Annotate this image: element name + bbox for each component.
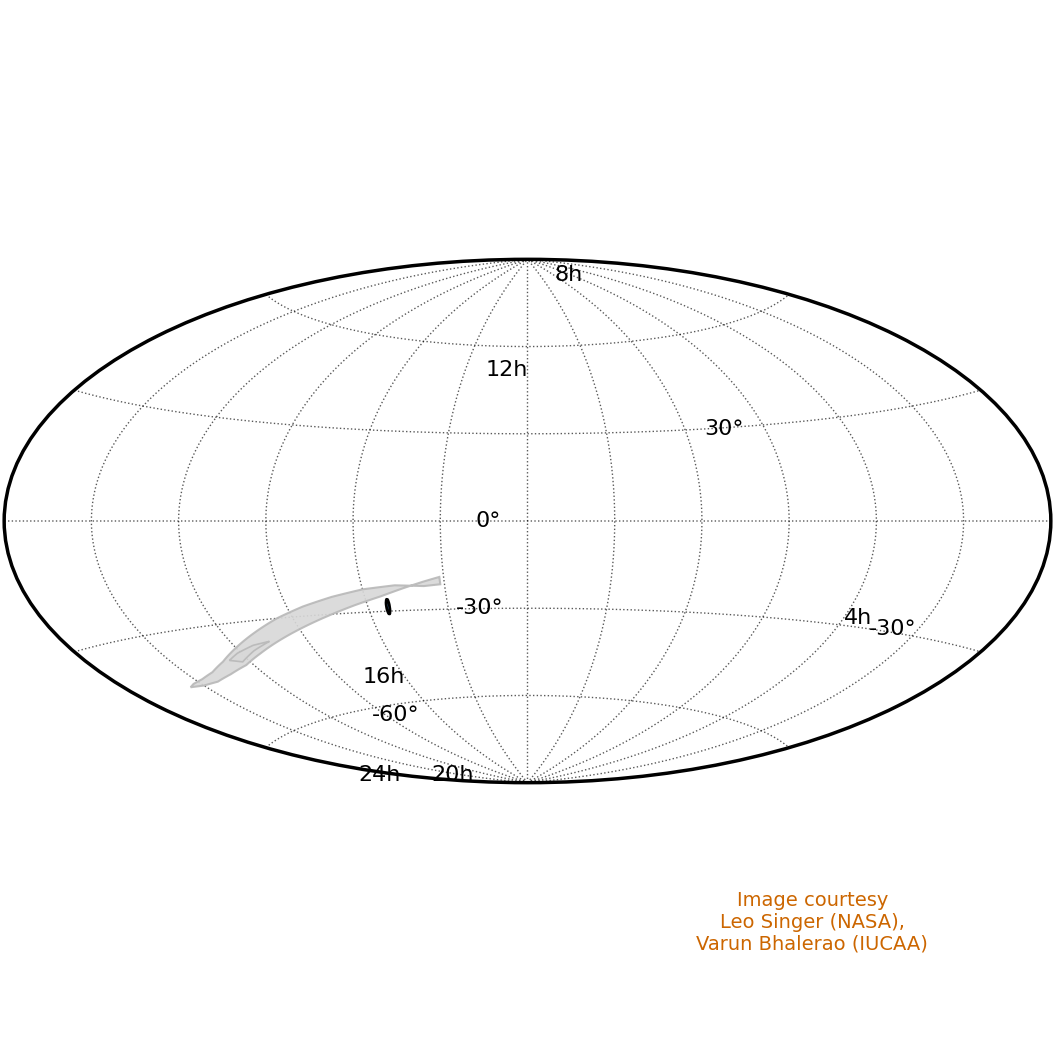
Text: -60°: -60°: [372, 705, 420, 725]
Text: -30°: -30°: [456, 598, 504, 618]
Text: Image courtesy
Leo Singer (NASA),
Varun Bhalerao (IUCAA): Image courtesy Leo Singer (NASA), Varun …: [696, 891, 928, 953]
Text: -30°: -30°: [868, 619, 916, 639]
Text: 16h: 16h: [363, 668, 405, 688]
Text: 12h: 12h: [485, 359, 528, 380]
Text: 20h: 20h: [431, 766, 474, 786]
Polygon shape: [191, 577, 440, 688]
Text: 8h: 8h: [555, 266, 583, 286]
Polygon shape: [229, 642, 269, 662]
Text: 30°: 30°: [705, 419, 744, 439]
Ellipse shape: [386, 599, 390, 614]
Text: 4h: 4h: [844, 609, 871, 628]
Text: 24h: 24h: [359, 765, 401, 786]
Text: 0°: 0°: [476, 511, 501, 531]
